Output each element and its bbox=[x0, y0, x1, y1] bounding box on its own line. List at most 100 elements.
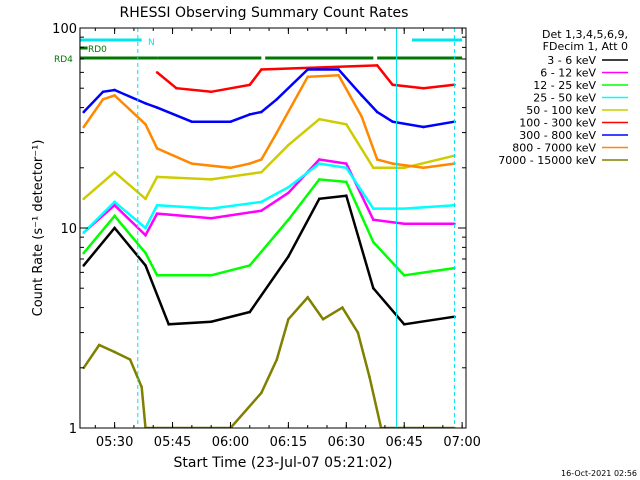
x-tick-label-3: 06:15 bbox=[270, 435, 307, 450]
point-25-50-kev-8 bbox=[345, 166, 348, 170]
point-800-7000-kev-13 bbox=[375, 158, 379, 161]
point-3-6-kev-3 bbox=[167, 322, 170, 326]
point-300-800-kev-9 bbox=[275, 98, 279, 101]
point-7000-15000-kev-16 bbox=[368, 375, 371, 379]
point-300-800-kev-13 bbox=[375, 110, 379, 114]
vertical-markers bbox=[79, 28, 455, 428]
flag-rd4-segment-2 bbox=[265, 56, 374, 60]
point-6-12-kev-6 bbox=[287, 191, 290, 195]
x-tick-label-2: 06:00 bbox=[212, 435, 249, 450]
point-6-12-kev-9 bbox=[372, 218, 375, 222]
y-tick-label-2: 100 bbox=[52, 22, 77, 37]
flag-rd4-segment-1 bbox=[157, 56, 262, 60]
point-50-100-kev-10 bbox=[402, 166, 406, 170]
point-800-7000-kev-8 bbox=[260, 158, 263, 161]
point-300-800-kev-12 bbox=[360, 94, 364, 97]
legend-label-6-12-kev: 6 - 12 keV bbox=[540, 67, 596, 80]
point-3-6-kev-4 bbox=[209, 320, 213, 324]
y-axis: 1 10 100 bbox=[52, 22, 466, 437]
point-800-7000-kev-6 bbox=[229, 166, 232, 170]
point-50-100-kev-9 bbox=[372, 166, 375, 170]
point-25-50-kev-2 bbox=[144, 226, 147, 230]
point-800-7000-kev-2 bbox=[113, 94, 116, 97]
point-50-100-kev-4 bbox=[209, 178, 213, 181]
point-25-50-kev-5 bbox=[260, 200, 263, 204]
point-25-50-kev-7 bbox=[317, 162, 321, 165]
point-25-50-kev-9 bbox=[372, 207, 375, 210]
x-axis: 05:30 05:45 06:00 06:15 06:30 06:45 07:00 bbox=[94, 28, 481, 450]
point-800-7000-kev-4 bbox=[155, 147, 159, 150]
point-50-100-kev-1 bbox=[113, 170, 116, 174]
point-12-25-kev-8 bbox=[345, 180, 348, 184]
x-tick-label-6: 07:00 bbox=[443, 435, 480, 450]
point-12-25-kev-2 bbox=[144, 251, 147, 255]
point-300-800-kev-0 bbox=[82, 110, 86, 114]
point-800-7000-kev-15 bbox=[422, 166, 425, 170]
point-300-800-kev-1 bbox=[101, 90, 105, 94]
point-12-25-kev-0 bbox=[82, 251, 86, 255]
point-7000-15000-kev-13 bbox=[321, 317, 325, 321]
point-300-800-kev-8 bbox=[260, 110, 263, 114]
x-tick-label-0: 05:30 bbox=[96, 435, 133, 450]
point-7000-15000-kev-1 bbox=[97, 343, 101, 347]
point-7000-15000-kev-11 bbox=[287, 317, 290, 321]
point-800-7000-kev-11 bbox=[337, 74, 340, 77]
point-300-800-kev-3 bbox=[144, 102, 147, 105]
point-800-7000-kev-10 bbox=[306, 75, 309, 79]
series-3-6-kev bbox=[82, 194, 455, 326]
legend-header-0: Det 1,3,4,5,6,9, bbox=[542, 28, 628, 41]
point-800-7000-kev-5 bbox=[190, 162, 194, 165]
x-axis-label: Start Time (23-Jul-07 05:21:02) bbox=[173, 455, 392, 471]
legend-label-12-25-kev: 12 - 25 keV bbox=[533, 79, 596, 92]
point-12-25-kev-5 bbox=[248, 264, 252, 267]
point-50-100-kev-0 bbox=[82, 197, 86, 201]
point-25-50-kev-6 bbox=[287, 185, 290, 189]
legend-label-300-800-kev: 300 - 800 keV bbox=[519, 129, 596, 142]
x-tick-label-5: 06:45 bbox=[385, 435, 422, 450]
point-12-25-kev-6 bbox=[287, 218, 290, 222]
point-300-800-kev-2 bbox=[113, 88, 116, 92]
legend-label-25-50-kev: 25 - 50 keV bbox=[533, 92, 596, 105]
point-12-25-kev-9 bbox=[372, 240, 375, 244]
legend-label-3-6-kev: 3 - 6 keV bbox=[547, 54, 596, 67]
point-3-6-kev-5 bbox=[248, 310, 252, 314]
point-25-50-kev-3 bbox=[155, 203, 159, 207]
point-3-6-kev-1 bbox=[113, 226, 116, 230]
point-300-800-kev-14 bbox=[391, 120, 394, 124]
flag-bars: N RD0 RD4 bbox=[54, 38, 463, 65]
legend-header-1: FDecim 1, Att 0 bbox=[543, 40, 628, 53]
point-800-7000-kev-7 bbox=[248, 162, 252, 165]
point-800-7000-kev-9 bbox=[275, 131, 279, 134]
point-7000-15000-kev-12 bbox=[306, 296, 309, 299]
y-axis-label: Count Rate (s⁻¹ detector⁻¹) bbox=[31, 140, 46, 317]
flag-label-rd4: RD4 bbox=[54, 55, 73, 65]
point-7000-15000-kev-3 bbox=[128, 358, 132, 361]
point-3-6-kev-8 bbox=[345, 194, 348, 198]
flag-n-segment-0 bbox=[79, 38, 142, 42]
point-100-300-kev-5 bbox=[375, 64, 379, 67]
point-7000-15000-kev-4 bbox=[140, 385, 143, 389]
point-100-300-kev-7 bbox=[422, 86, 425, 90]
point-800-7000-kev-1 bbox=[101, 98, 105, 101]
point-3-6-kev-7 bbox=[317, 197, 321, 201]
point-25-50-kev-4 bbox=[209, 207, 213, 210]
point-25-50-kev-0 bbox=[82, 231, 86, 234]
point-7000-15000-kev-9 bbox=[260, 391, 263, 395]
legend-label-7000-15000-kev: 7000 - 15000 keV bbox=[498, 154, 596, 167]
point-7000-15000-kev-14 bbox=[341, 306, 344, 309]
point-12-25-kev-4 bbox=[209, 274, 213, 277]
point-100-300-kev-2 bbox=[209, 90, 213, 94]
flag-rd4-segment-0 bbox=[79, 56, 158, 60]
point-50-100-kev-2 bbox=[144, 197, 147, 201]
flag-rd0-segment-0 bbox=[79, 46, 88, 50]
point-7000-15000-kev-15 bbox=[356, 331, 360, 334]
point-3-6-kev-9 bbox=[372, 286, 375, 290]
y-tick-label-1: 10 bbox=[60, 222, 77, 237]
point-300-800-kev-4 bbox=[155, 106, 159, 109]
flag-rd4-segment-3 bbox=[377, 56, 463, 60]
point-7000-15000-kev-2 bbox=[113, 350, 116, 354]
point-300-800-kev-15 bbox=[422, 125, 425, 129]
point-12-25-kev-7 bbox=[317, 178, 321, 181]
series-50-100-kev bbox=[82, 117, 455, 201]
point-6-12-kev-4 bbox=[209, 216, 213, 220]
